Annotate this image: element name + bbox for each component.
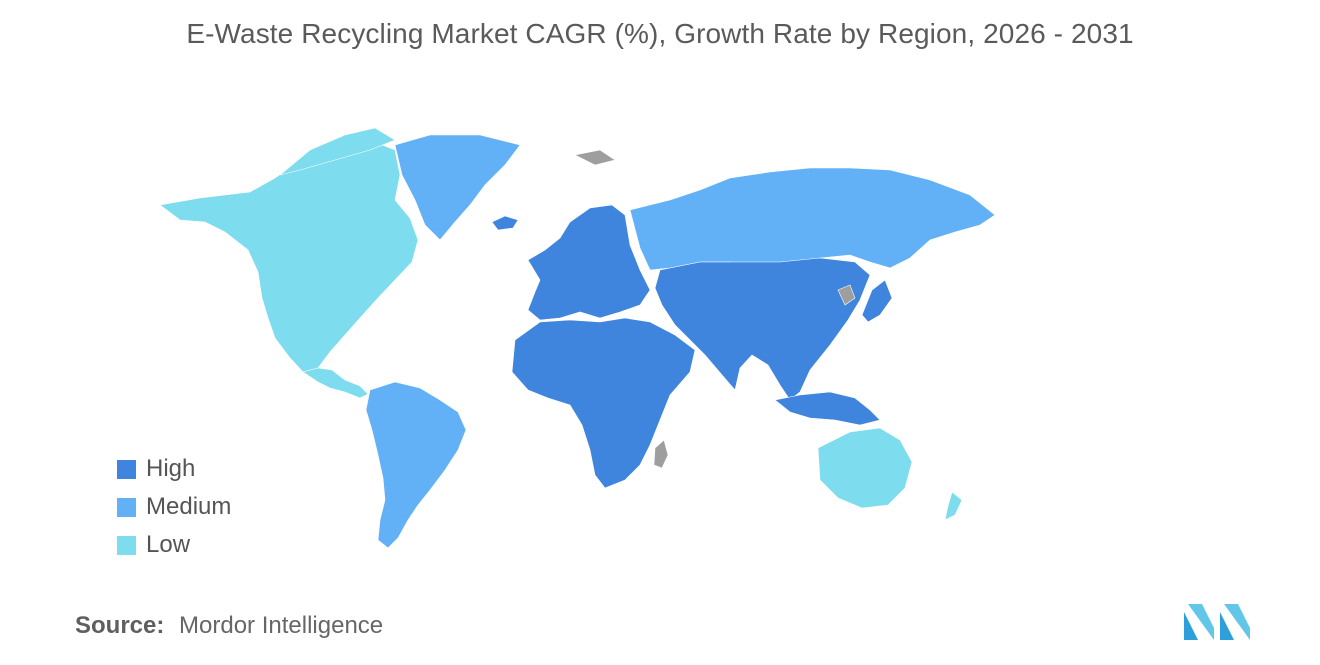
- legend-item-high: High: [117, 450, 231, 488]
- map-region-greenland: [394, 134, 521, 241]
- map-region-southeast-asia-islands: [774, 391, 881, 426]
- map-region-russia: [629, 167, 996, 271]
- legend-swatch-high: [117, 459, 136, 479]
- map-region-australia: [817, 427, 913, 509]
- source-label: Source:: [75, 612, 165, 639]
- map-region-korea: [837, 284, 856, 306]
- map-region-south-america: [365, 381, 467, 549]
- chart-title: E-Waste Recycling Market CAGR (%), Growt…: [186, 18, 1134, 49]
- map-region-new-zealand: [944, 491, 963, 521]
- map-region-central-america: [302, 367, 369, 399]
- map-region-japan: [861, 279, 893, 323]
- legend-item-low: Low: [117, 526, 231, 564]
- source-line: Source: Mordor Intelligence: [75, 612, 383, 640]
- legend-label-low: Low: [146, 531, 191, 558]
- legend: High Medium Low: [117, 450, 231, 564]
- map-region-iceland: [491, 215, 519, 231]
- legend-item-medium: Medium: [117, 488, 231, 526]
- map-region-asia: [654, 257, 871, 401]
- map-region-canadian-arctic: [279, 127, 396, 176]
- mordor-intelligence-logo: [1184, 604, 1250, 640]
- map-region-madagascar: [653, 439, 669, 469]
- map-region-middle-east-africa: [511, 317, 696, 489]
- map-region-north-america: [159, 139, 419, 373]
- map-region-europe: [527, 204, 651, 321]
- source-value: Mordor Intelligence: [179, 612, 384, 639]
- legend-label-medium: Medium: [146, 493, 232, 520]
- legend-label-high: High: [146, 455, 196, 482]
- legend-swatch-medium: [117, 497, 136, 517]
- map-region-svalbard: [574, 149, 616, 166]
- legend-swatch-low: [117, 535, 136, 555]
